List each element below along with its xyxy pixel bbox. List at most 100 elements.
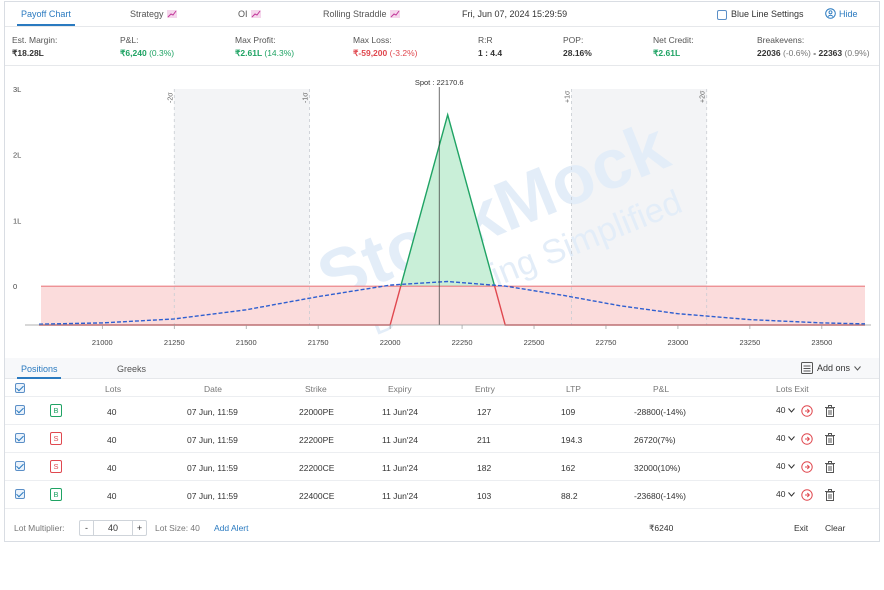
row-exit-lots-select[interactable]: 40 <box>776 433 796 443</box>
row-pnl: -23680(-14%) <box>634 491 686 501</box>
x-tick-label: 23250 <box>739 338 760 347</box>
trash-icon[interactable] <box>825 405 835 417</box>
row-expiry: 11 Jun'24 <box>382 463 418 473</box>
row-entry: 127 <box>477 407 492 417</box>
stat-max-profit: Max Profit: ₹2.61L (14.3%) <box>235 35 295 58</box>
tab-greeks[interactable]: Greeks <box>117 364 147 374</box>
exit-position-icon[interactable] <box>801 433 813 445</box>
lot-multiplier-label: Lot Multiplier: <box>14 523 65 533</box>
row-ltp: 162 <box>561 463 576 473</box>
tab-oi[interactable]: OI <box>238 9 261 19</box>
row-entry: 103 <box>477 491 492 501</box>
header-pnl: P&L <box>653 384 670 394</box>
row-date: 07 Jun, 11:59 <box>187 491 238 501</box>
table-settings-icon <box>800 362 813 374</box>
table-row: B 40 07 Jun, 11:59 22000PE 11 Jun'24 127 109 -2… <box>5 397 879 425</box>
table-row: S 40 07 Jun, 11:59 22200CE 11 Jun'24 182 162 32… <box>5 453 879 481</box>
row-date: 07 Jun, 11:59 <box>187 435 238 445</box>
sell-badge[interactable]: S <box>50 432 62 445</box>
hide-button[interactable]: Hide <box>825 8 858 19</box>
row-strike: 22400CE <box>299 491 335 501</box>
buy-badge[interactable]: B <box>50 404 62 417</box>
stat-est-margin: Est. Margin: ₹18.28L <box>12 35 58 58</box>
row-expiry: 11 Jun'24 <box>382 491 418 501</box>
header-date: Date <box>204 384 222 394</box>
row-lots: 40 <box>107 491 117 501</box>
trash-icon[interactable] <box>825 489 835 501</box>
row-exit-lots-select[interactable]: 40 <box>776 489 796 499</box>
sell-badge[interactable]: S <box>50 460 62 473</box>
decrement-button[interactable]: - <box>80 521 94 535</box>
chart-trend-icon <box>166 10 177 18</box>
row-date: 07 Jun, 11:59 <box>187 407 238 417</box>
sd-label: +1σ <box>564 90 571 103</box>
increment-button[interactable]: + <box>132 521 146 535</box>
chevron-down-icon <box>788 491 796 497</box>
spot-label: Spot : 22170.6 <box>415 78 464 87</box>
header-expiry: Expiry <box>388 384 412 394</box>
row-select-checkbox[interactable] <box>15 405 25 415</box>
chart-trend-icon <box>250 10 261 18</box>
y-tick-label: 0 <box>13 282 17 291</box>
blue-line-settings-checkbox[interactable] <box>717 10 727 20</box>
add-ons-button[interactable]: Add ons <box>800 362 861 374</box>
stat-pop: POP: 28.16% <box>563 35 592 58</box>
exit-position-icon[interactable] <box>801 489 813 501</box>
y-tick-label: 3L <box>13 85 21 94</box>
row-lots: 40 <box>107 463 117 473</box>
row-date: 07 Jun, 11:59 <box>187 463 238 473</box>
clear-button[interactable]: Clear <box>825 523 846 533</box>
row-pnl: 32000(10%) <box>634 463 681 473</box>
exit-all-button[interactable]: Exit <box>794 523 809 533</box>
row-select-checkbox[interactable] <box>15 489 25 499</box>
table-row: B 40 07 Jun, 11:59 22400CE 11 Jun'24 103 88.2 -… <box>5 481 879 509</box>
current-payoff-line <box>38 280 866 325</box>
x-tick-label: 23500 <box>811 338 832 347</box>
lot-multiplier-input[interactable]: 40 <box>107 523 118 533</box>
row-entry: 182 <box>477 463 492 473</box>
summary-stats: Est. Margin: ₹18.28L P&L: ₹6,240 (0.3%) … <box>5 28 879 66</box>
table-body: B 40 07 Jun, 11:59 22000PE 11 Jun'24 127 109 -2… <box>5 397 879 509</box>
y-tick-label: 2L <box>13 151 21 160</box>
row-select-checkbox[interactable] <box>15 433 25 443</box>
chevron-down-icon <box>788 435 796 441</box>
positions-tab-bar: Positions Greeks Add ons <box>5 358 879 379</box>
profit-area <box>400 114 495 287</box>
sd-label: +2σ <box>700 90 707 103</box>
row-ltp: 194.3 <box>561 435 583 445</box>
buy-badge[interactable]: B <box>50 488 62 501</box>
app-frame: Payoff Chart Strategy OI Rolling Straddl… <box>4 1 880 542</box>
row-exit-lots-select[interactable]: 40 <box>776 461 796 471</box>
x-tick-label: 23000 <box>667 338 688 347</box>
add-alert-link[interactable]: Add Alert <box>214 523 249 533</box>
stat-net-credit: Net Credit: ₹2.61L <box>653 35 694 58</box>
row-strike: 22200CE <box>299 463 335 473</box>
tab-rolling-straddle[interactable]: Rolling Straddle <box>323 9 400 19</box>
sd-band <box>571 89 707 325</box>
stat-breakevens: Breakevens: 22036 (-0.6%) - 22363 (0.9%) <box>757 35 870 58</box>
table-row: S 40 07 Jun, 11:59 22200PE 11 Jun'24 211 194.3… <box>5 425 879 453</box>
trash-icon[interactable] <box>825 461 835 473</box>
tab-strategy[interactable]: Strategy <box>130 9 177 19</box>
total-pnl: ₹6240 <box>649 523 674 533</box>
row-exit-lots-select[interactable]: 40 <box>776 405 796 415</box>
header-lots-exit: Lots Exit <box>776 384 809 394</box>
table-header: Lots Date Strike Expiry Entry LTP P&L Lo… <box>5 380 879 397</box>
sd-label: -2σ <box>167 92 174 103</box>
exit-position-icon[interactable] <box>801 461 813 473</box>
row-pnl: 26720(7%) <box>634 435 676 445</box>
tab-positions[interactable]: Positions <box>21 364 58 374</box>
tab-payoff-chart[interactable]: Payoff Chart <box>21 9 71 19</box>
x-tick-label: 22750 <box>596 338 617 347</box>
exit-position-icon[interactable] <box>801 405 813 417</box>
expiry-payoff-profit-segment <box>400 112 496 287</box>
row-select-checkbox[interactable] <box>15 461 25 471</box>
trash-icon[interactable] <box>825 433 835 445</box>
active-tab-indicator <box>17 377 61 379</box>
blue-line-settings-label[interactable]: Blue Line Settings <box>731 9 804 19</box>
header-ltp: LTP <box>566 384 581 394</box>
select-all-checkbox[interactable] <box>15 383 25 393</box>
sd-band <box>174 89 310 325</box>
stat-pnl: P&L: ₹6,240 (0.3%) <box>120 35 175 58</box>
